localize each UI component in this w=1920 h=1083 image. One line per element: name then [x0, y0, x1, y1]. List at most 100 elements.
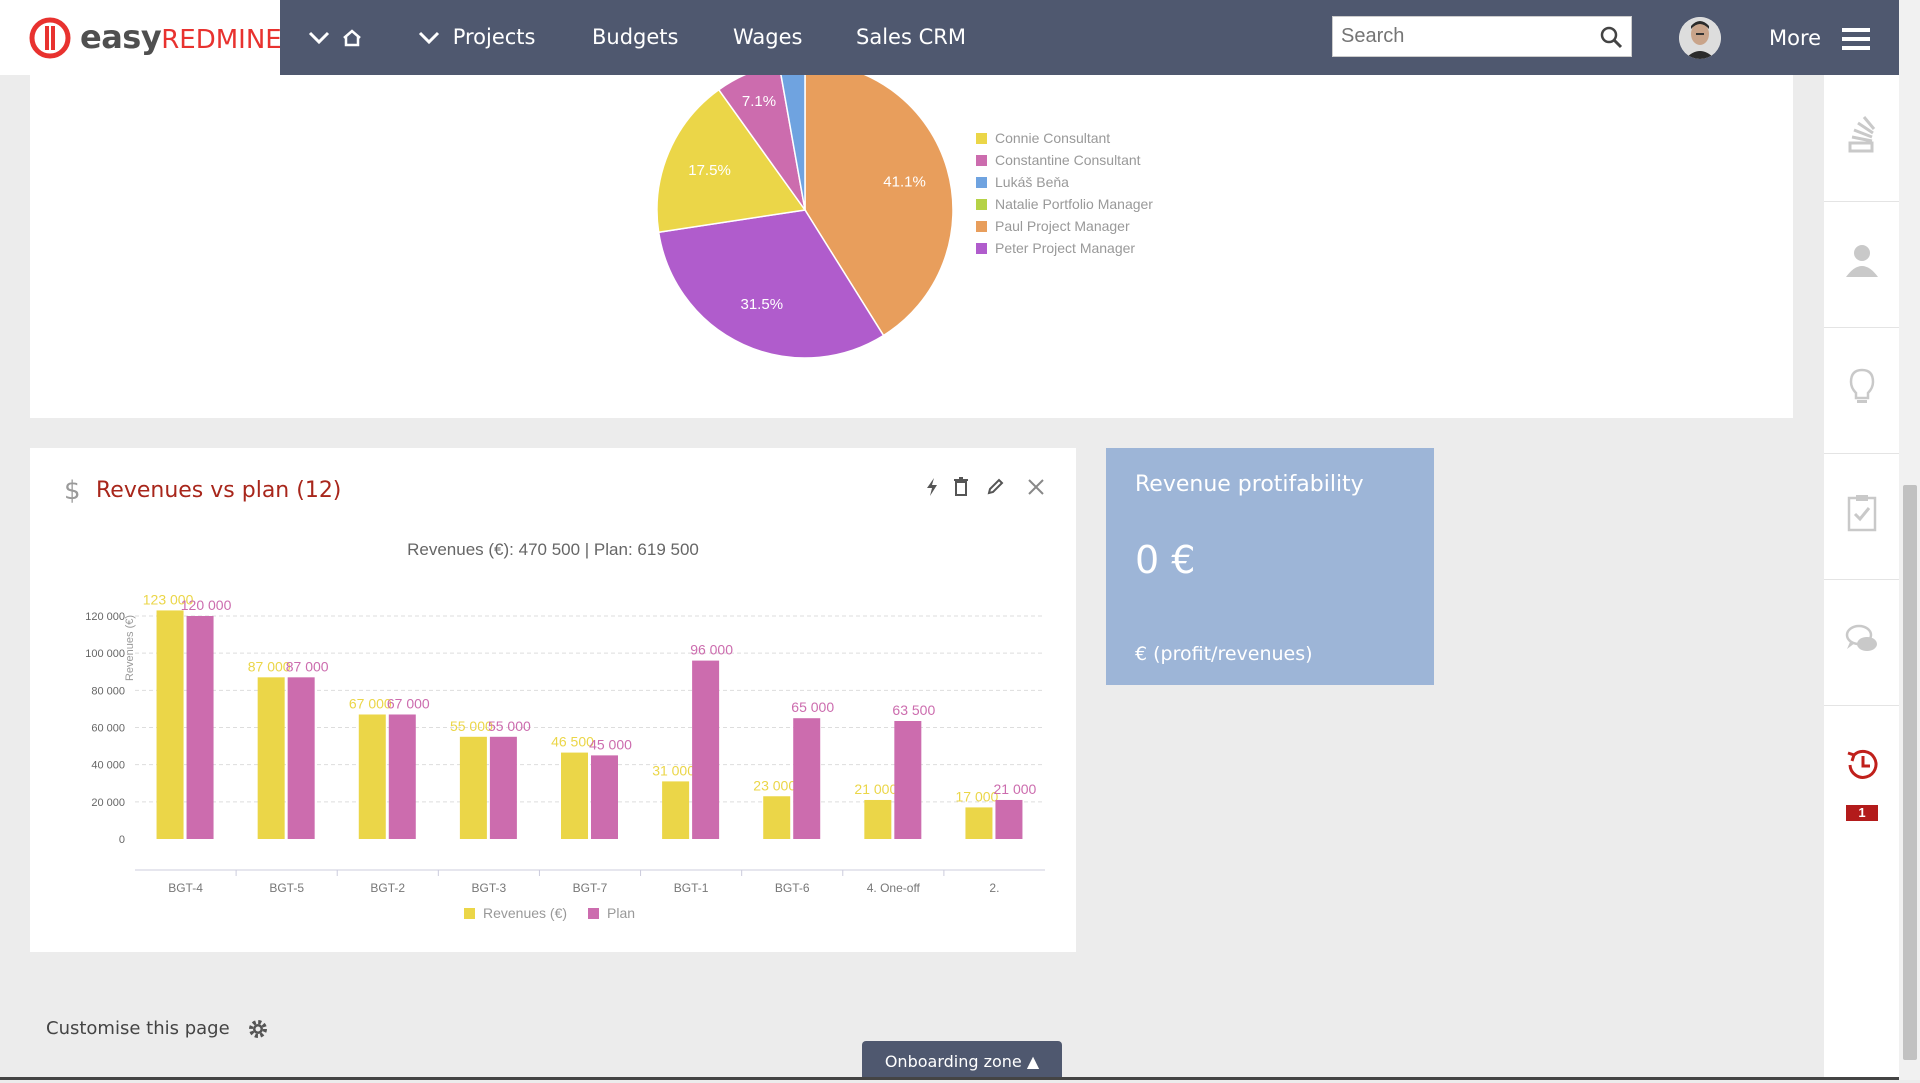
bar[interactable] — [591, 755, 618, 839]
pie-chart: 41.1% 31.5% 17.5% 7.1% Connie Consultant Cons… — [656, 61, 1153, 359]
legend-item[interactable]: Plan — [607, 905, 635, 921]
bar[interactable] — [793, 718, 821, 839]
pie-slice-label: 17.5% — [688, 162, 731, 179]
bar[interactable] — [662, 781, 690, 839]
bottom-border — [0, 1077, 1899, 1080]
more-menu-label[interactable]: More — [1769, 26, 1822, 50]
trash-icon[interactable] — [953, 476, 969, 498]
revenues-vs-plan-panel: 0 20 000 40 000 60 000 80 000 100 000 120 000 R… — [30, 448, 1076, 952]
y-tick-label: 100 000 — [85, 648, 125, 660]
pie-slice-label: 41.1% — [883, 173, 926, 190]
bar[interactable] — [561, 752, 588, 839]
bar[interactable] — [692, 660, 720, 839]
bar-value-label: 45 000 — [589, 736, 632, 752]
bar[interactable] — [287, 677, 315, 839]
right-sidebar: 1 — [1824, 75, 1899, 1080]
legend-swatch — [976, 177, 987, 188]
y-tick-label: 80 000 — [91, 685, 125, 697]
tile-unit: € (profit/revenues) — [1135, 643, 1313, 665]
legend-swatch — [976, 243, 987, 254]
global-menu-toggle[interactable] — [308, 0, 330, 75]
search-icon[interactable] — [1599, 25, 1623, 49]
bar[interactable] — [763, 796, 791, 839]
tile-title: Revenue protifability — [1135, 472, 1364, 497]
x-tick-label: BGT-4 — [168, 881, 203, 895]
sidebar-item-users[interactable] — [1824, 201, 1899, 328]
legend-item[interactable]: Peter Project Manager — [995, 240, 1135, 256]
legend-item[interactable]: Lukáš Beňa — [995, 174, 1069, 190]
bar-value-label: 67 000 — [387, 695, 430, 711]
bar[interactable] — [156, 610, 184, 839]
logo[interactable]: easyREDMINE — [0, 0, 282, 75]
sidebar-item-activity[interactable] — [1824, 75, 1899, 202]
easy-redmine-logo-icon — [29, 17, 71, 59]
bar-value-label: 87 000 — [286, 658, 329, 674]
y-tick-label: 120 000 — [85, 611, 125, 623]
legend-item[interactable]: Constantine Consultant — [995, 152, 1141, 168]
legend-item[interactable]: Paul Project Manager — [995, 218, 1130, 234]
revenues-bar-chart: 0 20 000 40 000 60 000 80 000 100 000 120 000 R… — [85, 591, 1045, 921]
bar[interactable] — [388, 714, 416, 839]
bar[interactable] — [489, 736, 517, 839]
bar[interactable] — [186, 616, 214, 839]
nav-sales-crm[interactable]: Sales CRM — [856, 25, 966, 49]
nav-projects[interactable]: Projects — [418, 0, 535, 75]
close-icon[interactable] — [1027, 476, 1045, 498]
legend-swatch — [976, 221, 987, 232]
home-link[interactable] — [342, 0, 362, 75]
sidebar-item-ideas[interactable] — [1824, 327, 1899, 454]
bar-value-label: 123 000 — [143, 591, 194, 607]
legend-item[interactable]: Revenues (€) — [483, 905, 567, 921]
sidebar-item-history[interactable]: 1 — [1824, 705, 1899, 831]
legend-swatch — [464, 908, 475, 919]
x-tick-label: BGT-2 — [370, 881, 405, 895]
bar[interactable] — [894, 720, 922, 839]
bar-value-label: 65 000 — [791, 699, 834, 715]
y-tick-label: 40 000 — [91, 760, 125, 772]
legend-swatch — [976, 155, 987, 166]
edit-pencil-icon[interactable] — [986, 476, 1004, 498]
y-tick-label: 60 000 — [91, 723, 125, 735]
y-tick-label: 0 — [119, 834, 125, 846]
scrollbar-thumb[interactable] — [1903, 485, 1917, 1060]
sidebar-item-tasks[interactable] — [1824, 453, 1899, 580]
history-count-badge: 1 — [1846, 805, 1878, 821]
x-tick-label: 2. — [989, 881, 999, 895]
brand-name: easyREDMINE — [80, 18, 282, 56]
onboarding-zone-toggle[interactable]: Onboarding zone ▲ — [862, 1041, 1062, 1080]
spent-time-pie-panel: 41.1% 31.5% 17.5% 7.1% Connie Consultant Cons… — [30, 61, 1793, 418]
bar[interactable] — [459, 736, 487, 839]
x-tick-label: BGT-3 — [472, 881, 507, 895]
legend-item[interactable]: Connie Consultant — [995, 130, 1110, 146]
search-input[interactable] — [1333, 17, 1599, 56]
nav-wages[interactable]: Wages — [733, 25, 803, 49]
legend-item[interactable]: Natalie Portfolio Manager — [995, 196, 1153, 212]
bar[interactable] — [995, 799, 1023, 839]
sidebar-item-chat[interactable] — [1824, 579, 1899, 706]
y-tick-label: 20 000 — [91, 797, 125, 809]
bar-value-label: 67 000 — [349, 695, 392, 711]
bar-value-label: 46 500 — [551, 734, 594, 750]
legend-swatch — [976, 199, 987, 210]
gear-icon[interactable] — [247, 1018, 269, 1040]
nav-budgets[interactable]: Budgets — [592, 25, 679, 49]
panel-title: Revenues vs plan (12) — [96, 478, 342, 503]
bar[interactable] — [864, 799, 892, 839]
x-tick-label: BGT-1 — [674, 881, 709, 895]
bar[interactable] — [358, 714, 386, 839]
bar-value-label: 23 000 — [753, 777, 796, 793]
pie-slice[interactable] — [656, 88, 807, 234]
user-avatar[interactable] — [1679, 17, 1721, 59]
lightning-icon[interactable] — [924, 476, 940, 498]
bar[interactable] — [257, 677, 285, 839]
bar-value-label: 55 000 — [450, 718, 493, 734]
clipboard-check-icon — [1847, 495, 1877, 532]
hamburger-menu-icon[interactable] — [1842, 28, 1870, 50]
customise-page-link[interactable]: Customise this page — [46, 1018, 230, 1039]
chevron-down-icon — [308, 31, 330, 45]
history-clock-icon — [1847, 749, 1878, 779]
bar[interactable] — [965, 807, 993, 839]
legend-swatch — [588, 908, 599, 919]
pie-slice[interactable] — [657, 209, 885, 359]
avatar-icon — [1679, 17, 1721, 59]
